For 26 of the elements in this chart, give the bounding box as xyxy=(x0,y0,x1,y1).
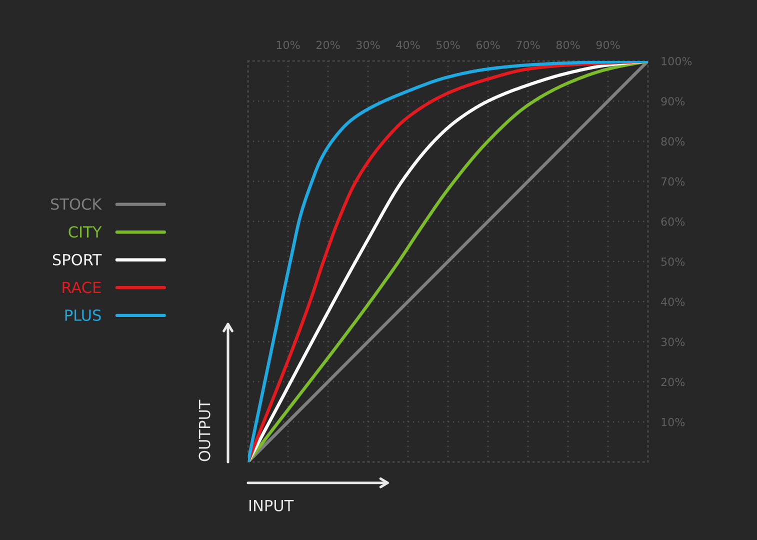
x-tick-label: 90% xyxy=(596,40,620,50)
legend-label: RACE xyxy=(62,282,101,294)
y-tick-label: 80% xyxy=(661,137,685,146)
y-tick-label: 40% xyxy=(661,298,685,306)
y-tick-label: 70% xyxy=(661,177,685,186)
x-tick-label: 10% xyxy=(276,40,300,50)
y-tick-label: 90% xyxy=(661,97,685,106)
x-tick-label: 40% xyxy=(396,40,420,50)
x-tick-label: 30% xyxy=(356,40,380,50)
legend-label: CITY xyxy=(68,226,102,238)
legend-label: PLUS xyxy=(65,309,101,321)
legend-label: STOCK xyxy=(50,198,102,210)
y-axis-title: OUTPUT xyxy=(198,400,210,462)
y-tick-label: 100% xyxy=(662,56,692,66)
y-tick-label: 10% xyxy=(662,418,685,426)
y-tick-label: 50% xyxy=(661,257,685,266)
legend-label: SPORT xyxy=(52,254,102,266)
y-tick-label: 60% xyxy=(661,217,685,226)
x-tick-label: 70% xyxy=(516,40,540,50)
y-tick-label: 30% xyxy=(661,338,685,346)
x-tick-label: 50% xyxy=(436,40,460,50)
x-axis-title: INPUT xyxy=(250,500,294,512)
x-tick-label: 60% xyxy=(476,40,500,50)
x-tick-label: 20% xyxy=(316,40,340,50)
y-tick-label: 20% xyxy=(661,378,685,386)
x-tick-label: 80% xyxy=(556,40,580,50)
